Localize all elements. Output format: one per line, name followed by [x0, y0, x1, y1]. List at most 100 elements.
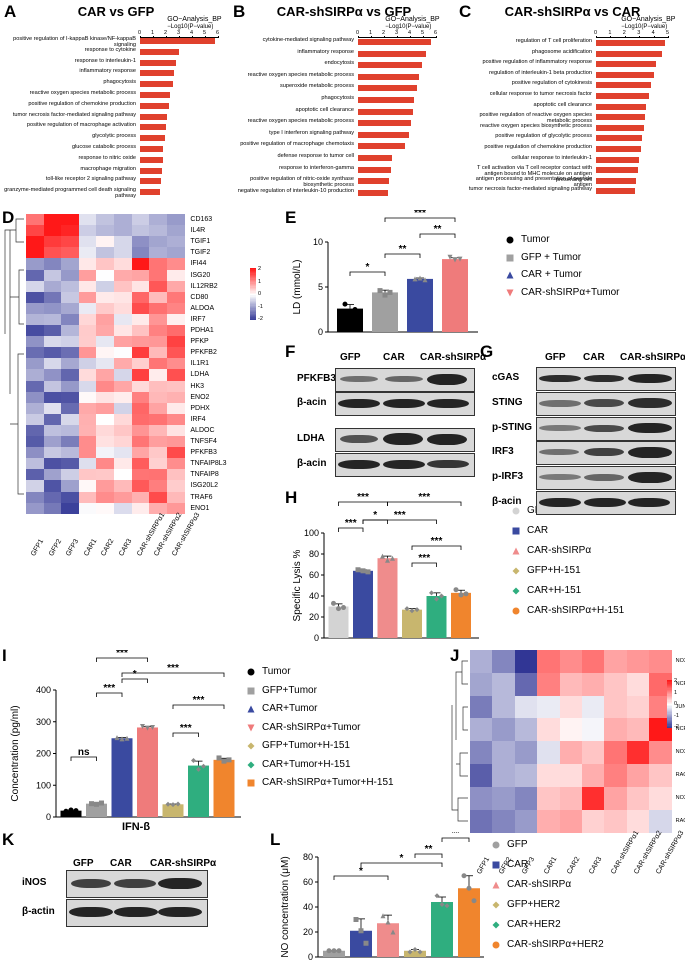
heatmap-cell: [537, 786, 561, 811]
panel-letter-h: H: [285, 488, 298, 507]
data-point: [463, 591, 469, 597]
heatmap-cell: [649, 764, 673, 788]
significance-label: ns: [78, 747, 90, 758]
heatmap-cell: [166, 258, 185, 270]
significance-bracket: [387, 501, 462, 506]
data-point: [363, 940, 369, 946]
y-tick-label: 80: [303, 852, 313, 862]
color-scale-step: [667, 682, 672, 684]
go-term-label: apoptotic cell clearance: [295, 106, 354, 113]
go-term-label: cellular response to interleukin-1: [511, 154, 592, 161]
bar: [442, 259, 468, 332]
blot-column-label: CAR: [583, 352, 605, 363]
heatmap-cell: [149, 413, 168, 426]
go-bar: [140, 124, 166, 131]
blot-column-label: GFP: [545, 352, 566, 363]
blot-row-label: IRF3: [492, 446, 514, 457]
legend-marker-shape: [492, 861, 500, 869]
blot-band: [383, 459, 425, 469]
color-scale-step: [250, 318, 256, 321]
heatmap-cell: [492, 650, 516, 674]
go-tick-label: 1: [369, 30, 373, 36]
color-scale-step: [250, 269, 256, 271]
go-tick: [596, 36, 597, 38]
heatmap-cell: [114, 358, 133, 370]
heatmap-cell: [131, 480, 150, 492]
significance-bracket: [411, 562, 437, 567]
go-subtitle: GO−Analysis_BP: [621, 16, 676, 23]
go-term-label: T cell activation via T cell receptor co…: [476, 165, 592, 184]
heatmap-cell: [559, 672, 583, 697]
go-tick-label: 3: [177, 30, 181, 36]
heatmap-cell: [131, 280, 150, 293]
heatmap-cell: [61, 236, 80, 248]
heatmap-cell: [649, 718, 673, 742]
heatmap-cell: [78, 291, 97, 304]
data-point: [331, 948, 337, 954]
heatmap-cell: [26, 291, 45, 304]
color-scale-step: [667, 683, 672, 685]
heatmap-cell: [43, 291, 62, 304]
blot-band: [539, 497, 581, 507]
color-scale-step: [667, 687, 672, 689]
significance-bracket: [96, 692, 123, 697]
color-scale-step: [250, 292, 256, 295]
legend-label: CAR-shSIRPα+Tumor: [521, 286, 620, 298]
heatmap-cell: [26, 469, 45, 481]
blot-band: [427, 398, 469, 408]
color-scale-step: [667, 694, 672, 696]
color-scale-label: 1: [258, 278, 262, 285]
legend-marker: [492, 881, 500, 889]
heatmap-cell: [626, 672, 650, 697]
go-term-label: tumor necrosis factor-mediated signaling…: [12, 111, 136, 118]
blot-band: [427, 373, 467, 385]
heatmap-cell: [96, 269, 115, 282]
panel-letter-c: C: [459, 2, 472, 21]
color-scale-step: [250, 296, 256, 298]
heatmap-cell: [43, 491, 62, 504]
heatmap-cell: [149, 469, 168, 481]
go-term-label: defense response to tumor cell: [277, 153, 355, 159]
color-scale-step: [667, 689, 672, 691]
heatmap-cell: [26, 391, 45, 404]
heatmap-cell: [96, 358, 115, 370]
heatmap-cell: [114, 480, 133, 492]
color-scale-step: [667, 711, 672, 713]
heatmap-cell: [470, 650, 493, 674]
heatmap-cell: [649, 786, 673, 811]
bar: [407, 278, 433, 332]
go-bar: [140, 48, 179, 55]
legend-marker: [247, 742, 255, 750]
color-scale-step: [250, 279, 256, 282]
go-term-label: cellular response to tumor necrosis fact…: [489, 91, 592, 97]
significance-label: *: [366, 262, 370, 273]
color-scale-step: [667, 688, 672, 690]
y-tick-label: 0: [46, 812, 51, 822]
go-tick: [192, 36, 193, 38]
color-scale-step: [667, 686, 672, 688]
legend-label: CAR+H-151: [527, 585, 582, 596]
go-tick: [624, 36, 626, 38]
heatmap-cell: [43, 447, 62, 459]
legend-label: CAR+Tumor: [262, 703, 318, 714]
blot-band: [338, 459, 380, 469]
data-point: [175, 801, 181, 807]
y-tick-label: 0: [308, 952, 313, 962]
legend-label: Tumor: [521, 234, 550, 245]
heatmap-cell: [26, 280, 45, 293]
heatmap-row-label: NCF2: [675, 680, 685, 687]
go-bar: [596, 61, 657, 68]
heatmap-cell: [26, 336, 45, 348]
significance-bracket: [349, 271, 386, 276]
panel-letter-i: I: [2, 646, 7, 665]
heatmap-cell: [166, 302, 185, 315]
heatmap-cell: [149, 424, 168, 437]
color-scale-step: [250, 274, 256, 276]
significance-label: *: [400, 853, 404, 864]
blot-band: [340, 435, 378, 443]
y-tick-label: 40: [303, 902, 313, 912]
go-term-label: positive regulation of chemokine product…: [28, 100, 136, 107]
heatmap-cell: [131, 402, 150, 415]
